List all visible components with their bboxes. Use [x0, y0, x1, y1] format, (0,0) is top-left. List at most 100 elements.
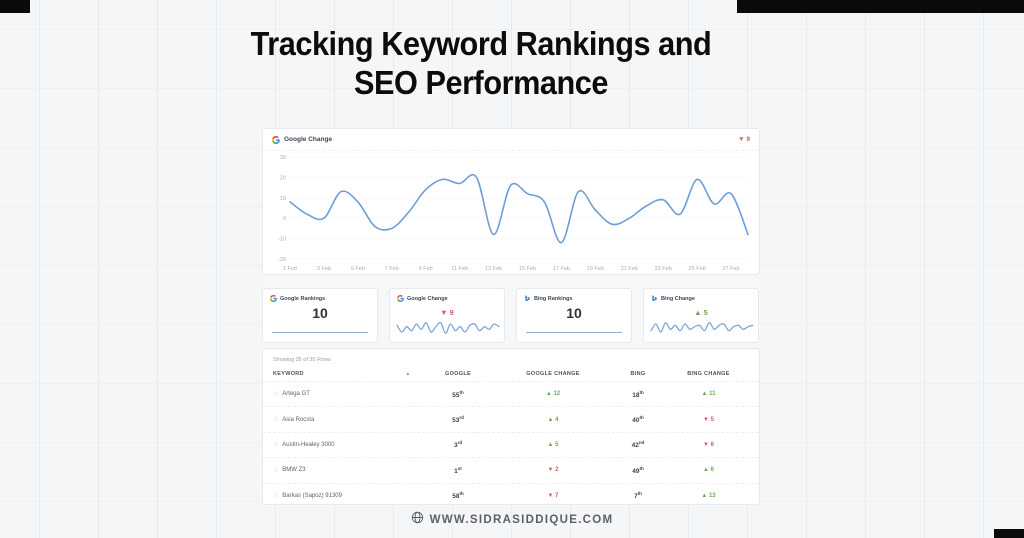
svg-text:10: 10	[280, 196, 286, 202]
google-change-card-header: Google Change	[390, 289, 504, 302]
bing-rankings-card: Bing Rankings 10	[516, 288, 632, 343]
bing-rank-cell: 49th	[632, 465, 644, 475]
keyword-rankings-table-card: Showing 35 of 35 Rows KEYWORD ▴ GOOGLE G…	[262, 348, 760, 505]
keyword-cell: BMW Z3	[282, 467, 306, 474]
column-header-google-change[interactable]: GOOGLE CHANGE	[526, 370, 580, 377]
google-change-card: Google Change ▼ 9	[389, 288, 505, 343]
svg-text:9 Feb: 9 Feb	[419, 266, 433, 272]
bing-rank-cell: 18th	[632, 389, 644, 399]
favorite-star-icon[interactable]: ☆	[273, 441, 280, 449]
google-change-sparkline	[396, 321, 500, 334]
table-row: ☆ Asia Rocsta 53rd ▲ 4 40th ▼ 5	[263, 406, 759, 431]
favorite-star-icon[interactable]: ☆	[273, 390, 280, 398]
stat-card-label: Bing Change	[661, 295, 695, 302]
keyword-cell: Austin-Healey 3000	[282, 441, 335, 448]
corner-mark-bottom-right	[994, 529, 1024, 538]
chart-title: Google Change	[284, 136, 333, 143]
table-row: ☆ Artega GT 55th ▲ 12 18th ▲ 11	[263, 381, 759, 406]
column-header-google[interactable]: GOOGLE	[445, 370, 471, 377]
google-icon	[397, 295, 404, 302]
keyword-cell: Artega GT	[282, 391, 310, 398]
svg-text:13 Feb: 13 Feb	[485, 266, 502, 272]
google-rank-cell: 3rd	[453, 440, 463, 450]
svg-text:7 Feb: 7 Feb	[385, 266, 399, 272]
bing-change-cell: ▲ 6	[703, 467, 714, 474]
column-header-bing-change[interactable]: BING CHANGE	[687, 370, 730, 377]
google-change-cell: ▼ 2	[547, 467, 559, 474]
globe-icon	[411, 511, 424, 529]
bing-change-cell: ▲ 11	[701, 391, 716, 398]
svg-text:23 Feb: 23 Feb	[655, 266, 672, 272]
google-change-cell: ▲ 5	[547, 441, 559, 448]
google-rank-cell: 55th	[452, 389, 464, 399]
bing-rank-cell: 7th	[634, 491, 642, 501]
footer: WWW.SIDRASIDDIQUE.COM	[0, 511, 1024, 529]
svg-text:27 Feb: 27 Feb	[722, 266, 739, 272]
bing-icon	[524, 295, 531, 302]
svg-text:19 Feb: 19 Feb	[587, 266, 604, 272]
google-rankings-card: Google Rankings 10	[262, 288, 378, 343]
svg-text:-10: -10	[278, 237, 286, 243]
page-title: Tracking Keyword Rankings and SEO Perfor…	[34, 24, 929, 102]
google-change-cell: ▼ 7	[547, 492, 559, 499]
google-change-chart-card: Google Change ▼ 9 30 20 10 0 -10 -20 1 Feb 3 Fe…	[262, 128, 760, 275]
stat-card-label: Google Change	[407, 295, 448, 302]
google-icon	[272, 135, 280, 144]
svg-text:20: 20	[280, 175, 286, 181]
favorite-star-icon[interactable]: ☆	[273, 492, 280, 500]
svg-text:0: 0	[283, 216, 286, 222]
svg-text:-20: -20	[278, 257, 286, 263]
favorite-star-icon[interactable]: ☆	[273, 466, 280, 474]
sort-indicator-icon[interactable]: ▴	[406, 370, 410, 377]
chart-card-header: Google Change ▼ 9	[263, 129, 759, 151]
chart-change-badge: ▼ 9	[738, 136, 750, 143]
svg-text:21 Feb: 21 Feb	[621, 266, 638, 272]
google-rank-cell: 58th	[452, 491, 464, 501]
svg-text:11 Feb: 11 Feb	[451, 266, 468, 272]
svg-text:17 Feb: 17 Feb	[553, 266, 570, 272]
bing-change-cell: ▲ 13	[701, 492, 716, 499]
table-row: ☆ Austin-Healey 3000 3rd ▲ 5 42nd ▼ 6	[263, 431, 759, 457]
svg-text:1 Feb: 1 Feb	[283, 266, 297, 272]
flat-trend-line	[272, 331, 368, 333]
bing-rank-cell: 42nd	[631, 440, 645, 450]
google-change-cell: ▲ 12	[545, 391, 561, 398]
bing-rankings-card-header: Bing Rankings	[517, 289, 631, 302]
column-header-bing[interactable]: BING	[630, 370, 646, 377]
table-row: ☆ Barkas (Sapoz) 91309 58th ▼ 7 7th ▲ 13	[263, 482, 759, 504]
google-rankings-value: 10	[312, 305, 328, 321]
google-change-line-chart: 30 20 10 0 -10 -20 1 Feb 3 Feb 5 Feb 7 Feb 9 Feb 11…	[278, 155, 749, 272]
column-header-keyword[interactable]: KEYWORD	[273, 370, 304, 377]
google-change-value: ▼ 9	[440, 308, 454, 317]
bing-rankings-value: 10	[566, 305, 582, 321]
corner-mark-top-right	[737, 0, 1024, 13]
table-header-row: KEYWORD ▴ GOOGLE GOOGLE CHANGE BING BING…	[263, 366, 759, 381]
page-title-line2: SEO Performance	[353, 64, 609, 101]
corner-mark-top-left	[0, 0, 30, 13]
svg-text:25 Feb: 25 Feb	[689, 266, 706, 272]
google-rank-cell: 53rd	[452, 415, 464, 425]
bing-change-value: ▲ 5	[694, 308, 708, 317]
seo-dashboard-screenshot: Google Change ▼ 9 30 20 10 0 -10 -20 1 Feb 3 Fe…	[262, 128, 760, 505]
footer-url: WWW.SIDRASIDDIQUE.COM	[429, 514, 614, 526]
svg-text:5 Feb: 5 Feb	[351, 266, 365, 272]
bing-change-cell: ▼ 6	[703, 441, 714, 448]
keyword-cell: Asia Rocsta	[282, 416, 315, 423]
google-change-cell: ▲ 4	[547, 416, 559, 423]
svg-text:3 Feb: 3 Feb	[317, 266, 331, 272]
favorite-star-icon[interactable]: ☆	[273, 416, 280, 424]
bing-change-cell: ▼ 5	[703, 416, 714, 423]
page-title-line1: Tracking Keyword Rankings and	[250, 25, 712, 62]
bing-change-card: Bing Change ▲ 5	[643, 288, 759, 343]
bing-change-card-header: Bing Change	[644, 289, 758, 302]
keyword-cell: Barkas (Sapoz) 91309	[282, 492, 342, 499]
svg-text:30: 30	[280, 155, 286, 161]
google-rankings-card-header: Google Rankings	[263, 289, 377, 302]
svg-text:15 Feb: 15 Feb	[519, 266, 536, 272]
bing-change-sparkline	[650, 322, 754, 333]
bing-rank-cell: 40th	[632, 415, 644, 425]
table-row-count: Showing 35 of 35 Rows	[273, 357, 331, 363]
google-rank-cell: 1st	[454, 465, 462, 475]
flat-trend-line	[526, 331, 622, 333]
stat-card-label: Bing Rankings	[534, 295, 573, 302]
